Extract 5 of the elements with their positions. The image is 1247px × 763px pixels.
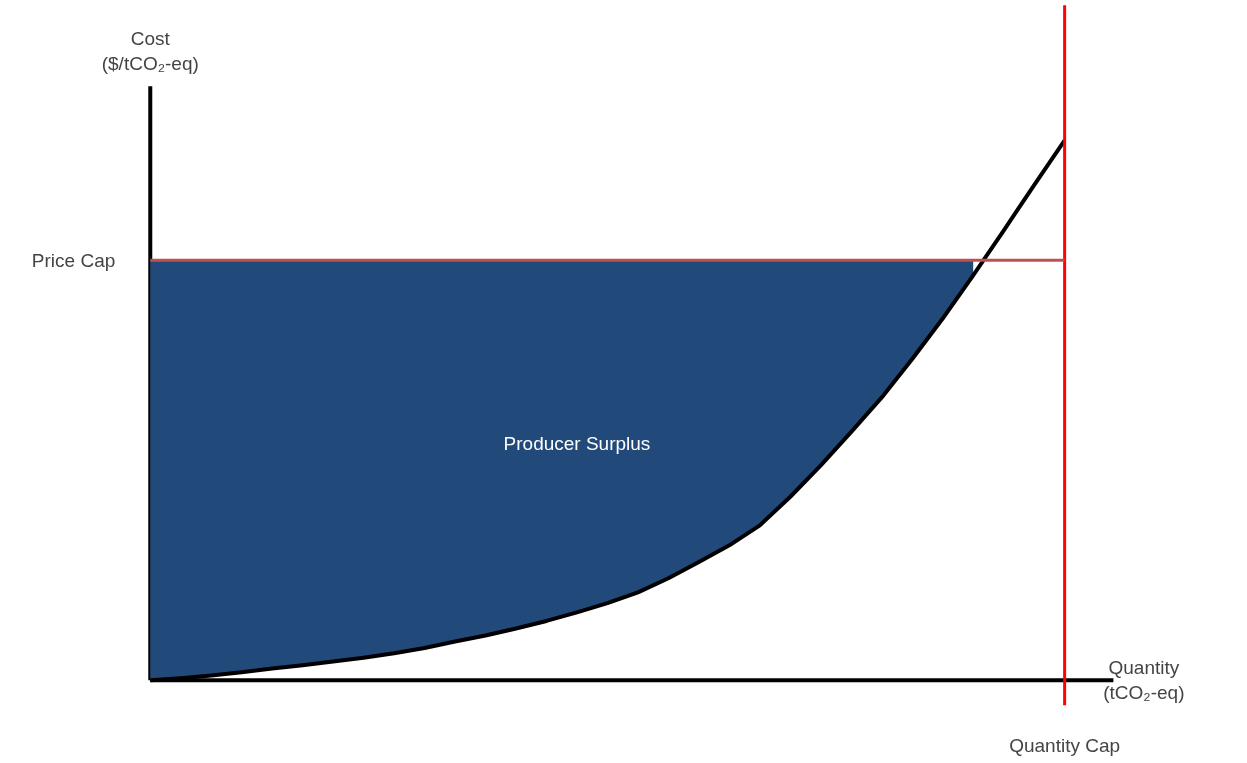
text: Quantity Cap xyxy=(1009,735,1121,757)
x-axis-title: Quantity (tCO₂-eq) xyxy=(1103,657,1185,704)
ref-line-label: Price Cap xyxy=(31,249,116,271)
y-axis-title: Cost ($/tCO₂-eq) xyxy=(101,28,199,75)
annotation: Producer Surplus xyxy=(503,432,651,454)
